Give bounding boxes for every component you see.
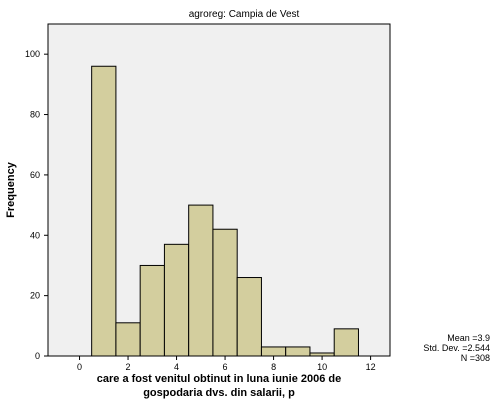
x-tick-label: 8	[271, 362, 276, 372]
y-tick-label: 100	[25, 49, 40, 59]
y-tick-label: 20	[30, 291, 40, 301]
histogram-bar-8	[260, 346, 287, 357]
histogram-bar-11	[333, 328, 359, 357]
histogram-bar-7	[236, 277, 262, 357]
y-axis-title: Frequency	[5, 161, 17, 218]
histogram-bar-3	[139, 264, 165, 357]
histogram-bar-1	[91, 65, 117, 357]
y-tick-label: 60	[30, 170, 40, 180]
x-tick-label: 10	[317, 362, 327, 372]
histogram-bar-10	[309, 352, 335, 357]
x-tick-label: 12	[366, 362, 376, 372]
stat-mean: Mean =3.9	[447, 333, 490, 343]
summary-statistics: Mean =3.9 Std. Dev. =2.544 N =308	[400, 333, 490, 363]
histogram-bar-5	[188, 204, 214, 357]
chart-subtitle: agroreg: Campia de Vest	[189, 9, 300, 20]
histogram-bar-4	[163, 243, 190, 357]
y-tick-label: 40	[30, 230, 40, 240]
x-axis-title-line-2: gospodaria dvs. din salarii, p	[143, 387, 295, 399]
x-tick-label: 4	[174, 362, 179, 372]
stat-n: N =308	[460, 353, 490, 363]
x-tick-label: 0	[77, 362, 82, 372]
histogram-bar-6	[212, 228, 238, 357]
x-tick-label: 2	[126, 362, 131, 372]
histogram-bar-9	[285, 346, 311, 357]
stat-std-dev: Std. Dev. =2.544	[423, 343, 490, 353]
y-tick-label: 0	[35, 351, 40, 361]
y-tick-label: 80	[30, 110, 40, 120]
x-tick-label: 6	[223, 362, 228, 372]
histogram-bar-2	[115, 322, 141, 357]
x-axis-title-line-1: care a fost venitul obtinut in luna iuni…	[97, 373, 342, 385]
